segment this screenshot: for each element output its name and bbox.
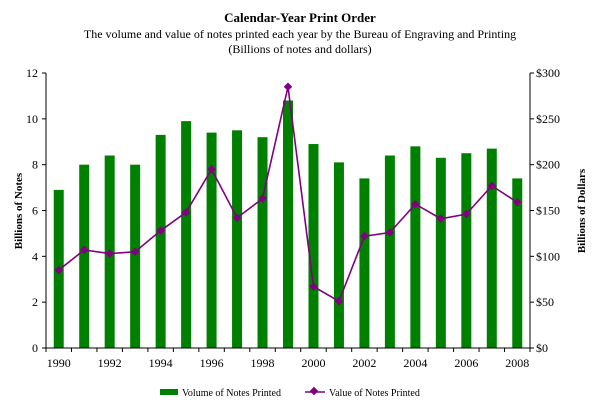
bar-2008 bbox=[512, 178, 523, 348]
y-left-tick-label: 4 bbox=[32, 249, 38, 263]
x-tick-label-2006: 2006 bbox=[454, 356, 478, 370]
y-right-tick-label: $300 bbox=[536, 66, 560, 80]
value-marker-2002 bbox=[360, 231, 369, 241]
value-marker-1993 bbox=[130, 247, 140, 256]
y-right-tick-label: $50 bbox=[536, 295, 554, 309]
bar-2002 bbox=[359, 178, 370, 348]
bar-1996 bbox=[206, 132, 217, 348]
x-tick-label-1998: 1998 bbox=[251, 356, 275, 370]
value-marker-1997 bbox=[232, 213, 242, 223]
y-right-tick-label: $0 bbox=[536, 341, 548, 355]
chart-title: Calendar-Year Print Order bbox=[224, 10, 376, 25]
value-marker-1996 bbox=[207, 165, 216, 174]
value-marker-1990 bbox=[54, 265, 63, 275]
value-marker-2007 bbox=[487, 181, 497, 190]
bar-1994 bbox=[155, 134, 166, 348]
bar-2001 bbox=[333, 162, 344, 348]
bar-2004 bbox=[410, 146, 421, 348]
axes bbox=[42, 72, 534, 352]
value-marker-2005 bbox=[436, 214, 446, 223]
value-marker-2006 bbox=[462, 209, 471, 219]
value-marker-1991 bbox=[79, 245, 89, 255]
bar-2000 bbox=[308, 144, 319, 348]
value-marker-2000 bbox=[309, 282, 318, 291]
bar-1999 bbox=[283, 100, 293, 348]
value-marker-1995 bbox=[181, 208, 191, 217]
y-axis-right-label: Billions of Dollars bbox=[576, 168, 588, 253]
x-tick-label-2000: 2000 bbox=[301, 356, 325, 370]
value-marker-1999 bbox=[283, 82, 293, 91]
legend-marker-value bbox=[309, 386, 319, 396]
legend-label-value: Value of Notes Printed bbox=[329, 388, 420, 399]
y-right-tick-label: $100 bbox=[536, 249, 560, 263]
y-right-tick-label: $200 bbox=[536, 158, 560, 172]
y-left-tick-label: 0 bbox=[32, 341, 38, 355]
bar-1998 bbox=[257, 137, 268, 348]
chart-subtitle-line-2: (Billions of notes and dollars) bbox=[228, 42, 371, 56]
bar-series-volume bbox=[53, 100, 523, 348]
x-tick-label-1994: 1994 bbox=[149, 356, 173, 370]
value-marker-2001 bbox=[334, 297, 344, 306]
value-marker-1994 bbox=[156, 226, 165, 235]
x-tick-label-1990: 1990 bbox=[47, 356, 71, 370]
x-tick-label-2004: 2004 bbox=[403, 356, 427, 370]
bar-1997 bbox=[232, 130, 243, 348]
bar-1993 bbox=[130, 164, 141, 348]
legend: Volume of Notes Printed Value of Notes P… bbox=[160, 386, 420, 399]
bar-2005 bbox=[435, 157, 446, 348]
y-right-tick-label: $150 bbox=[536, 204, 560, 218]
y-left-tick-label: 10 bbox=[26, 112, 38, 126]
y-axis-left-label: Billions of Notes bbox=[13, 172, 25, 249]
x-tick-label-1992: 1992 bbox=[98, 356, 122, 370]
x-tick-label-2008: 2008 bbox=[505, 356, 529, 370]
y-left-tick-label: 12 bbox=[26, 66, 38, 80]
y-left-tick-label: 8 bbox=[32, 158, 38, 172]
bar-2007 bbox=[486, 148, 497, 348]
legend-swatch-volume bbox=[160, 389, 178, 395]
y-left-tick-label: 2 bbox=[32, 295, 38, 309]
bar-2006 bbox=[461, 153, 472, 348]
y-left-tick-label: 6 bbox=[32, 204, 38, 218]
bar-1995 bbox=[181, 121, 192, 348]
x-tick-label-2002: 2002 bbox=[352, 356, 376, 370]
value-marker-2004 bbox=[411, 199, 420, 209]
x-tick-label-1996: 1996 bbox=[200, 356, 224, 370]
chart-subtitle-line-1: The volume and value of notes printed ea… bbox=[84, 27, 516, 41]
bar-2003 bbox=[384, 155, 395, 348]
legend-label-volume: Volume of Notes Printed bbox=[182, 388, 281, 399]
value-marker-2003 bbox=[385, 228, 395, 237]
value-marker-1998 bbox=[258, 194, 267, 203]
y-right-tick-label: $250 bbox=[536, 112, 560, 126]
bar-1991 bbox=[79, 164, 90, 348]
tick-labels: 0 2 4 6 8 10 12 $0 $50 $100 $150 $200 $250 $300 1990 19… bbox=[26, 66, 560, 370]
